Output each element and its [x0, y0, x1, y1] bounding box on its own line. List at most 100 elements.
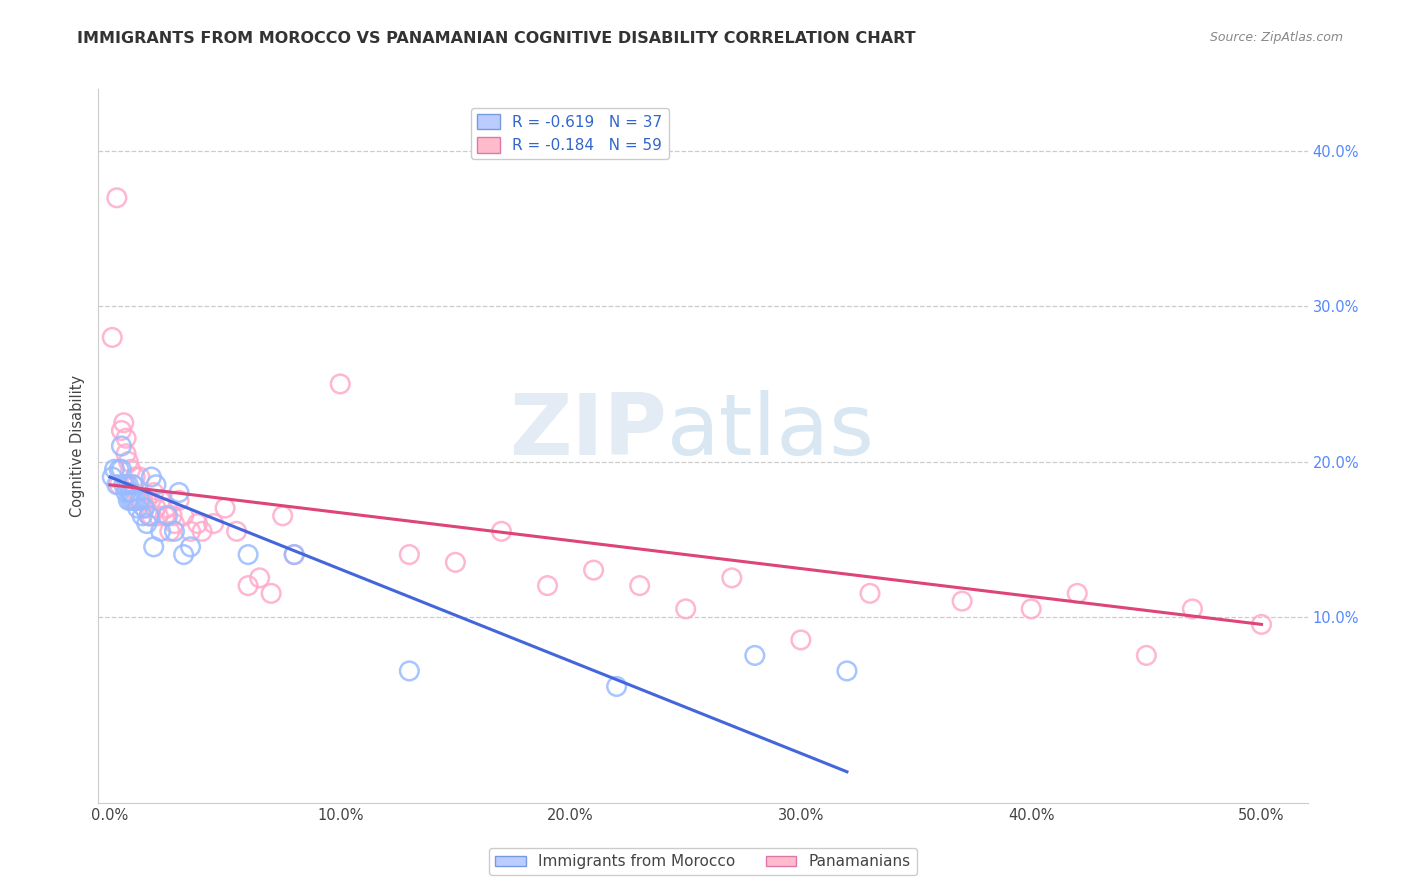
Text: atlas: atlas — [666, 390, 875, 474]
Point — [145, 477, 167, 491]
Point — [1066, 586, 1088, 600]
Point — [142, 540, 165, 554]
Point — [148, 508, 170, 523]
Point — [108, 462, 131, 476]
Point — [329, 376, 352, 391]
Point — [271, 508, 294, 523]
Point — [249, 571, 271, 585]
Point — [155, 508, 177, 523]
Point — [444, 555, 467, 569]
Point — [138, 508, 160, 523]
Point — [108, 477, 131, 491]
Point — [103, 462, 125, 476]
Point — [128, 470, 150, 484]
Point — [120, 485, 142, 500]
Point — [117, 493, 139, 508]
Point — [124, 470, 146, 484]
Point — [115, 447, 138, 461]
Point — [127, 493, 149, 508]
Point — [260, 586, 283, 600]
Point — [128, 493, 150, 508]
Point — [835, 664, 858, 678]
Point — [115, 431, 138, 445]
Point — [149, 524, 172, 539]
Point — [1181, 602, 1204, 616]
Point — [134, 501, 156, 516]
Point — [173, 548, 195, 562]
Point — [163, 524, 186, 539]
Point — [101, 470, 124, 484]
Point — [225, 524, 247, 539]
Point — [167, 485, 190, 500]
Point — [283, 548, 305, 562]
Point — [127, 501, 149, 516]
Point — [628, 579, 651, 593]
Point — [122, 493, 145, 508]
Point — [173, 508, 195, 523]
Point — [491, 524, 513, 539]
Point — [214, 501, 236, 516]
Point — [122, 477, 145, 491]
Point — [135, 493, 157, 508]
Point — [122, 477, 145, 491]
Point — [145, 501, 167, 516]
Point — [283, 548, 305, 562]
Point — [582, 563, 605, 577]
Point — [115, 485, 138, 500]
Point — [138, 508, 160, 523]
Point — [156, 501, 179, 516]
Point — [142, 485, 165, 500]
Point — [606, 680, 628, 694]
Point — [202, 516, 225, 531]
Point — [675, 602, 697, 616]
Point — [536, 579, 558, 593]
Point — [1250, 617, 1272, 632]
Point — [110, 439, 132, 453]
Y-axis label: Cognitive Disability: Cognitive Disability — [70, 375, 86, 517]
Point — [112, 416, 135, 430]
Point — [120, 485, 142, 500]
Point — [720, 571, 742, 585]
Point — [167, 493, 190, 508]
Point — [163, 516, 186, 531]
Point — [131, 508, 153, 523]
Point — [128, 493, 150, 508]
Point — [117, 477, 139, 491]
Point — [120, 493, 142, 508]
Text: ZIP: ZIP — [509, 390, 666, 474]
Point — [120, 462, 142, 476]
Point — [236, 579, 259, 593]
Point — [744, 648, 766, 663]
Point — [149, 493, 172, 508]
Point — [236, 548, 259, 562]
Text: Source: ZipAtlas.com: Source: ZipAtlas.com — [1209, 31, 1343, 45]
Point — [110, 424, 132, 438]
Point — [790, 632, 813, 647]
Point — [135, 516, 157, 531]
Point — [105, 191, 128, 205]
Point — [191, 524, 214, 539]
Point — [180, 540, 202, 554]
Point — [859, 586, 882, 600]
Point — [105, 477, 128, 491]
Legend: R = -0.619   N = 37, R = -0.184   N = 59: R = -0.619 N = 37, R = -0.184 N = 59 — [471, 108, 669, 160]
Point — [950, 594, 973, 608]
Point — [186, 516, 208, 531]
Point — [115, 477, 138, 491]
Legend: Immigrants from Morocco, Panamanians: Immigrants from Morocco, Panamanians — [489, 848, 917, 875]
Point — [117, 454, 139, 468]
Point — [180, 524, 202, 539]
Point — [159, 524, 181, 539]
Point — [101, 330, 124, 344]
Point — [160, 508, 183, 523]
Point — [1019, 602, 1042, 616]
Point — [398, 664, 420, 678]
Point — [131, 493, 153, 508]
Point — [110, 462, 132, 476]
Point — [398, 548, 420, 562]
Point — [141, 508, 163, 523]
Point — [112, 477, 135, 491]
Point — [134, 501, 156, 516]
Text: IMMIGRANTS FROM MOROCCO VS PANAMANIAN COGNITIVE DISABILITY CORRELATION CHART: IMMIGRANTS FROM MOROCCO VS PANAMANIAN CO… — [77, 31, 915, 46]
Point — [124, 493, 146, 508]
